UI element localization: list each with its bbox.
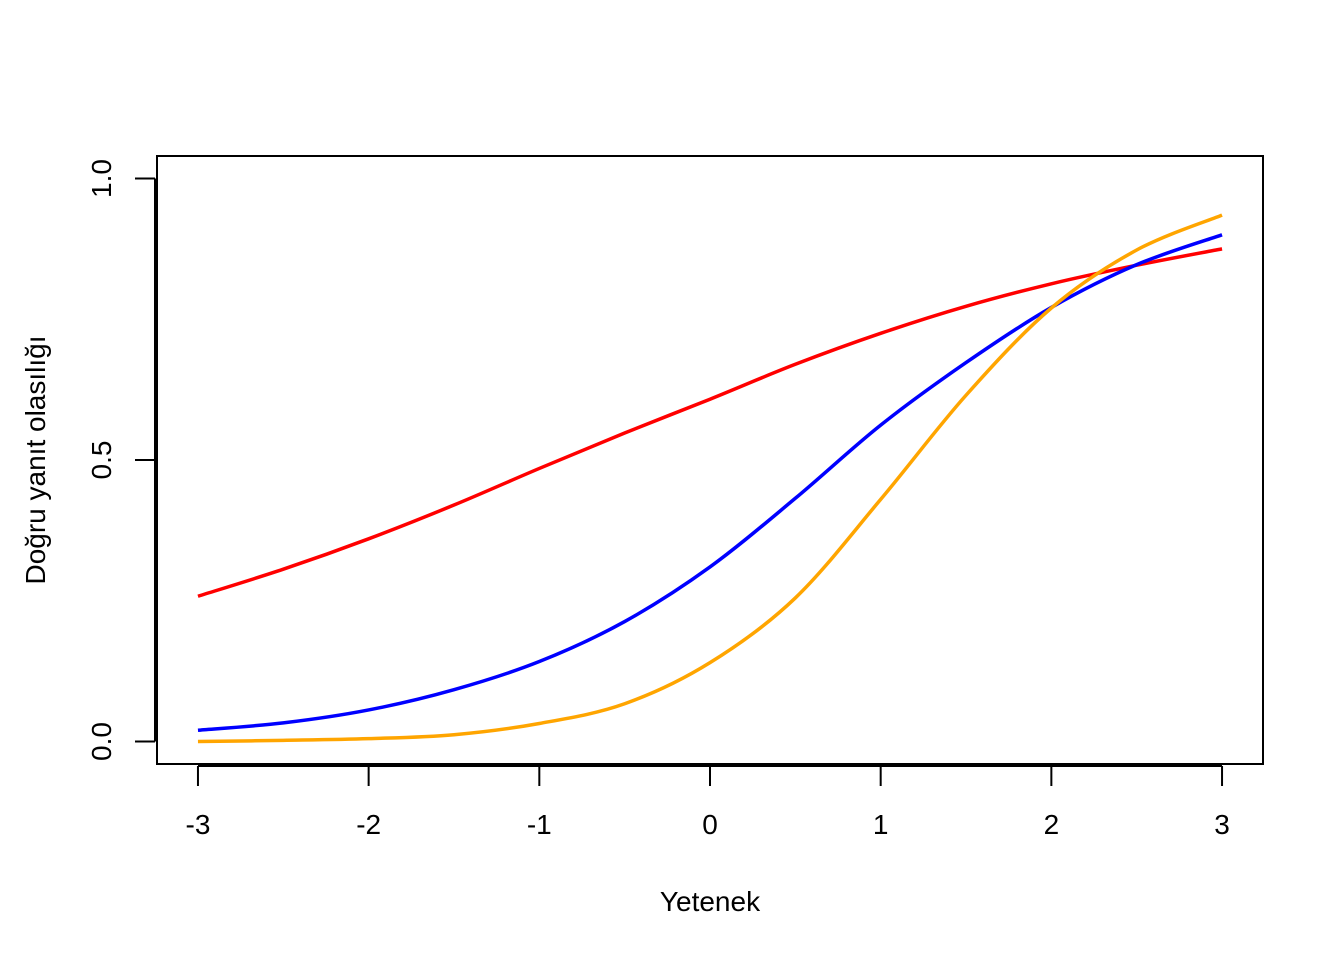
x-tick-label: -1 [527,809,552,840]
x-tick-label: 1 [873,809,889,840]
series-line-1 [197,247,1223,598]
x-tick-label: -2 [356,809,381,840]
x-tick-label: 0 [702,809,718,840]
y-axis: 0.0 0.5 1.0 [86,159,156,761]
x-axis-label: Yetenek [660,886,761,917]
x-tick-label: 3 [1214,809,1230,840]
x-tick-label: -3 [186,809,211,840]
x-axis: -3 -2 -1 0 1 2 3 [186,765,1230,840]
series-line-2 [197,233,1223,732]
y-tick-label: 1.0 [86,159,117,198]
y-axis-label: Doğru yanıt olasılığı [20,335,51,584]
series-line-3 [197,213,1223,744]
series-layer [197,213,1223,744]
plot-frame [156,155,1264,765]
y-tick-label: 0.0 [86,722,117,761]
y-tick-label: 0.5 [86,441,117,480]
x-tick-label: 2 [1044,809,1060,840]
